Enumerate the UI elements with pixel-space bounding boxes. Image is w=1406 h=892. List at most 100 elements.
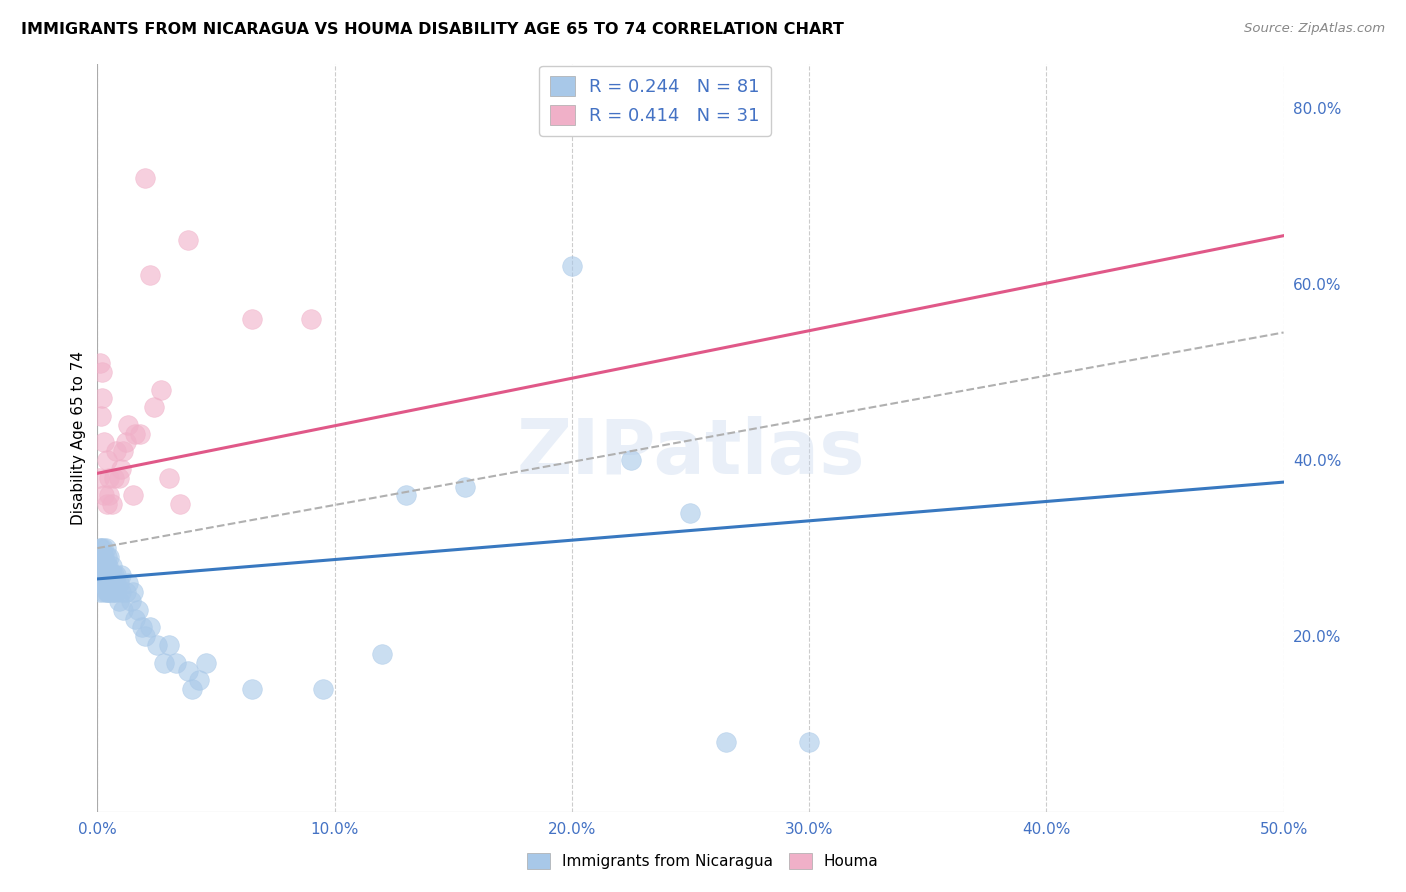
- Point: [89, 356, 111, 370]
- Point: [112, 444, 135, 458]
- Point: [103, 471, 125, 485]
- Point: [91, 392, 114, 406]
- Point: [129, 426, 152, 441]
- Point: [105, 567, 128, 582]
- Point: [98, 585, 121, 599]
- Point: [90, 576, 112, 591]
- Point: [89, 585, 111, 599]
- Point: [90, 558, 112, 573]
- Point: [131, 620, 153, 634]
- Point: [87, 567, 110, 582]
- Point: [93, 558, 115, 573]
- Point: [96, 585, 118, 599]
- Point: [120, 594, 142, 608]
- Point: [91, 558, 114, 573]
- Point: [90, 409, 112, 423]
- Point: [620, 453, 643, 467]
- Point: [157, 638, 180, 652]
- Point: [105, 444, 128, 458]
- Point: [176, 233, 198, 247]
- Point: [96, 576, 118, 591]
- Point: [89, 567, 111, 582]
- Point: [169, 497, 191, 511]
- Point: [96, 497, 118, 511]
- Point: [98, 567, 121, 582]
- Point: [91, 549, 114, 564]
- Point: [134, 629, 156, 643]
- Point: [91, 576, 114, 591]
- Point: [176, 665, 198, 679]
- Point: [103, 585, 125, 599]
- Point: [110, 567, 132, 582]
- Point: [110, 585, 132, 599]
- Point: [90, 549, 112, 564]
- Point: [98, 549, 121, 564]
- Point: [89, 576, 111, 591]
- Text: IMMIGRANTS FROM NICARAGUA VS HOUMA DISABILITY AGE 65 TO 74 CORRELATION CHART: IMMIGRANTS FROM NICARAGUA VS HOUMA DISAB…: [21, 22, 844, 37]
- Point: [145, 638, 167, 652]
- Point: [797, 735, 820, 749]
- Point: [91, 541, 114, 555]
- Text: ZIPatlas: ZIPatlas: [516, 416, 865, 490]
- Point: [103, 567, 125, 582]
- Point: [152, 656, 174, 670]
- Y-axis label: Disability Age 65 to 74: Disability Age 65 to 74: [72, 351, 86, 525]
- Point: [87, 471, 110, 485]
- Point: [165, 656, 187, 670]
- Text: Source: ZipAtlas.com: Source: ZipAtlas.com: [1244, 22, 1385, 36]
- Point: [94, 541, 117, 555]
- Point: [110, 462, 132, 476]
- Point: [117, 576, 139, 591]
- Point: [107, 594, 129, 608]
- Point: [96, 567, 118, 582]
- Point: [195, 656, 218, 670]
- Point: [96, 558, 118, 573]
- Point: [98, 576, 121, 591]
- Point: [93, 567, 115, 582]
- Point: [100, 497, 122, 511]
- Point: [90, 541, 112, 555]
- Point: [97, 558, 120, 573]
- Point: [143, 401, 166, 415]
- Point: [100, 567, 122, 582]
- Point: [96, 585, 118, 599]
- Point: [91, 365, 114, 379]
- Point: [561, 260, 583, 274]
- Point: [117, 417, 139, 432]
- Point: [122, 585, 145, 599]
- Point: [91, 558, 114, 573]
- Point: [107, 576, 129, 591]
- Point: [105, 585, 128, 599]
- Point: [93, 567, 115, 582]
- Legend: R = 0.244   N = 81, R = 0.414   N = 31: R = 0.244 N = 81, R = 0.414 N = 31: [538, 66, 770, 136]
- Point: [714, 735, 737, 749]
- Point: [100, 558, 122, 573]
- Point: [124, 426, 146, 441]
- Point: [94, 576, 117, 591]
- Point: [124, 611, 146, 625]
- Point: [103, 576, 125, 591]
- Point: [134, 171, 156, 186]
- Point: [93, 585, 115, 599]
- Point: [93, 435, 115, 450]
- Point: [240, 312, 263, 326]
- Point: [91, 567, 114, 582]
- Point: [188, 673, 211, 687]
- Point: [114, 435, 136, 450]
- Point: [94, 558, 117, 573]
- Point: [89, 541, 111, 555]
- Point: [112, 603, 135, 617]
- Point: [181, 681, 204, 696]
- Point: [94, 567, 117, 582]
- Point: [312, 681, 335, 696]
- Point: [90, 567, 112, 582]
- Point: [240, 681, 263, 696]
- Point: [107, 471, 129, 485]
- Point: [122, 488, 145, 502]
- Point: [89, 558, 111, 573]
- Point: [157, 471, 180, 485]
- Point: [100, 585, 122, 599]
- Point: [150, 383, 173, 397]
- Point: [98, 488, 121, 502]
- Point: [93, 549, 115, 564]
